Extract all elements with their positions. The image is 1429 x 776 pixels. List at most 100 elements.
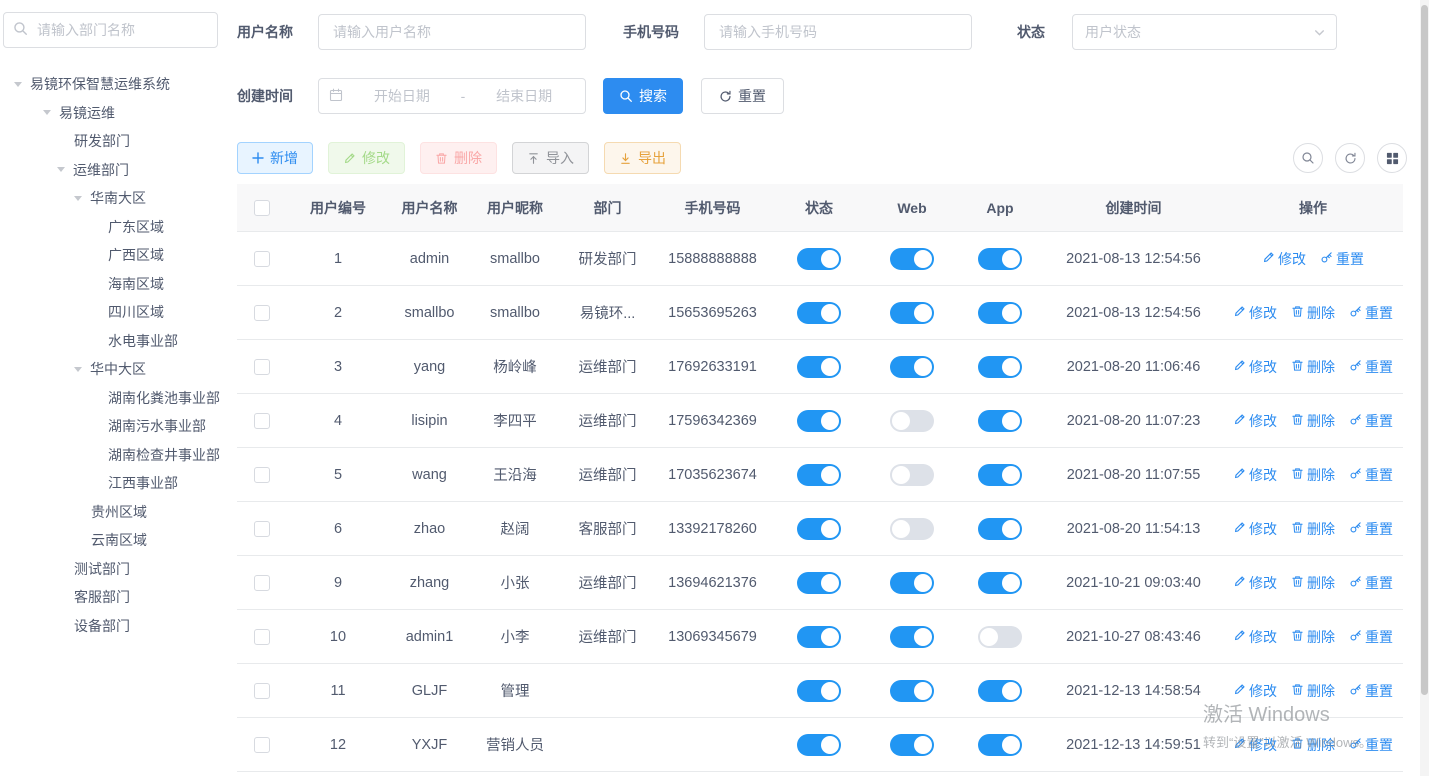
add-button[interactable]: 新增	[237, 142, 313, 174]
row-checkbox[interactable]	[254, 682, 270, 699]
web-switch[interactable]	[890, 355, 934, 378]
web-switch[interactable]	[890, 733, 934, 756]
web-switch[interactable]	[890, 463, 934, 486]
app-switch[interactable]	[978, 463, 1022, 486]
app-switch[interactable]	[978, 409, 1022, 432]
op-reset-link[interactable]: 重置	[1349, 465, 1393, 485]
tree-node[interactable]: 研发部门	[3, 127, 228, 156]
op-edit-link[interactable]: 修改	[1233, 357, 1277, 377]
tree-node[interactable]: 江西事业部	[3, 469, 228, 498]
op-reset-link[interactable]: 重置	[1349, 411, 1393, 431]
username-input[interactable]	[331, 23, 573, 41]
status-switch[interactable]	[797, 247, 841, 270]
export-button[interactable]: 导出	[604, 142, 681, 174]
web-switch[interactable]	[890, 247, 934, 270]
expand-arrow-icon[interactable]	[43, 110, 51, 116]
status-switch[interactable]	[797, 571, 841, 594]
op-reset-link[interactable]: 重置	[1349, 735, 1393, 755]
row-checkbox[interactable]	[254, 358, 270, 375]
app-switch[interactable]	[978, 571, 1022, 594]
reset-button[interactable]: 重置	[701, 78, 784, 114]
app-switch[interactable]	[978, 679, 1022, 702]
row-checkbox[interactable]	[254, 574, 270, 591]
row-checkbox[interactable]	[254, 250, 270, 267]
status-switch[interactable]	[797, 409, 841, 432]
app-switch[interactable]	[978, 517, 1022, 540]
tree-node[interactable]: 华中大区	[3, 355, 228, 384]
op-delete-link[interactable]: 删除	[1291, 303, 1335, 323]
expand-arrow-icon[interactable]	[74, 366, 82, 372]
tree-node[interactable]: 测试部门	[3, 555, 228, 584]
row-checkbox[interactable]	[254, 466, 270, 483]
tree-node[interactable]: 易镜环保智慧运维系统	[3, 70, 228, 99]
tree-node[interactable]: 广西区域	[3, 241, 228, 270]
date-range-picker[interactable]: 开始日期 - 结束日期	[318, 78, 586, 114]
app-switch[interactable]	[978, 301, 1022, 324]
op-edit-link[interactable]: 修改	[1233, 303, 1277, 323]
expand-arrow-icon[interactable]	[14, 81, 22, 87]
op-edit-link[interactable]: 修改	[1233, 465, 1277, 485]
phone-input[interactable]	[717, 23, 959, 41]
show-search-button[interactable]	[1293, 143, 1323, 173]
op-edit-link[interactable]: 修改	[1262, 249, 1306, 269]
app-switch[interactable]	[978, 625, 1022, 648]
scrollbar-thumb[interactable]	[1421, 5, 1428, 695]
refresh-button[interactable]	[1335, 143, 1365, 173]
import-button[interactable]: 导入	[512, 142, 589, 174]
web-switch[interactable]	[890, 571, 934, 594]
tree-node[interactable]: 水电事业部	[3, 327, 228, 356]
tree-node[interactable]: 海南区域	[3, 270, 228, 299]
column-settings-button[interactable]	[1377, 143, 1407, 173]
app-switch[interactable]	[978, 355, 1022, 378]
status-select[interactable]: 用户状态	[1072, 14, 1337, 50]
op-edit-link[interactable]: 修改	[1233, 519, 1277, 539]
tree-node[interactable]: 湖南检查井事业部	[3, 441, 228, 470]
op-reset-link[interactable]: 重置	[1349, 357, 1393, 377]
op-delete-link[interactable]: 删除	[1291, 735, 1335, 755]
edit-button[interactable]: 修改	[328, 142, 405, 174]
op-delete-link[interactable]: 删除	[1291, 627, 1335, 647]
tree-node[interactable]: 设备部门	[3, 612, 228, 641]
tree-node[interactable]: 四川区域	[3, 298, 228, 327]
tree-node[interactable]: 湖南污水事业部	[3, 412, 228, 441]
row-checkbox[interactable]	[254, 412, 270, 429]
app-switch[interactable]	[978, 247, 1022, 270]
web-switch[interactable]	[890, 409, 934, 432]
tree-node[interactable]: 华南大区	[3, 184, 228, 213]
op-reset-link[interactable]: 重置	[1349, 519, 1393, 539]
web-switch[interactable]	[890, 301, 934, 324]
status-switch[interactable]	[797, 625, 841, 648]
tree-node[interactable]: 广东区域	[3, 213, 228, 242]
row-checkbox[interactable]	[254, 520, 270, 537]
status-switch[interactable]	[797, 463, 841, 486]
status-switch[interactable]	[797, 517, 841, 540]
op-reset-link[interactable]: 重置	[1349, 573, 1393, 593]
op-reset-link[interactable]: 重置	[1349, 681, 1393, 701]
row-checkbox[interactable]	[254, 736, 270, 753]
tree-node[interactable]: 贵州区域	[3, 498, 228, 527]
tree-node[interactable]: 易镜运维	[3, 99, 228, 128]
expand-arrow-icon[interactable]	[74, 195, 82, 201]
op-edit-link[interactable]: 修改	[1233, 735, 1277, 755]
tree-node[interactable]: 湖南化粪池事业部	[3, 384, 228, 413]
select-all-checkbox[interactable]	[254, 199, 270, 216]
tree-node[interactable]: 运维部门	[3, 156, 228, 185]
op-edit-link[interactable]: 修改	[1233, 411, 1277, 431]
op-reset-link[interactable]: 重置	[1349, 303, 1393, 323]
status-switch[interactable]	[797, 679, 841, 702]
app-switch[interactable]	[978, 733, 1022, 756]
row-checkbox[interactable]	[254, 304, 270, 321]
department-search-input[interactable]	[35, 21, 208, 39]
op-edit-link[interactable]: 修改	[1233, 681, 1277, 701]
search-button[interactable]: 搜索	[603, 78, 683, 114]
op-delete-link[interactable]: 删除	[1291, 519, 1335, 539]
status-switch[interactable]	[797, 733, 841, 756]
op-delete-link[interactable]: 删除	[1291, 357, 1335, 377]
op-delete-link[interactable]: 删除	[1291, 465, 1335, 485]
row-checkbox[interactable]	[254, 628, 270, 645]
op-reset-link[interactable]: 重置	[1320, 249, 1364, 269]
op-delete-link[interactable]: 删除	[1291, 411, 1335, 431]
web-switch[interactable]	[890, 679, 934, 702]
op-delete-link[interactable]: 删除	[1291, 681, 1335, 701]
tree-node[interactable]: 客服部门	[3, 583, 228, 612]
